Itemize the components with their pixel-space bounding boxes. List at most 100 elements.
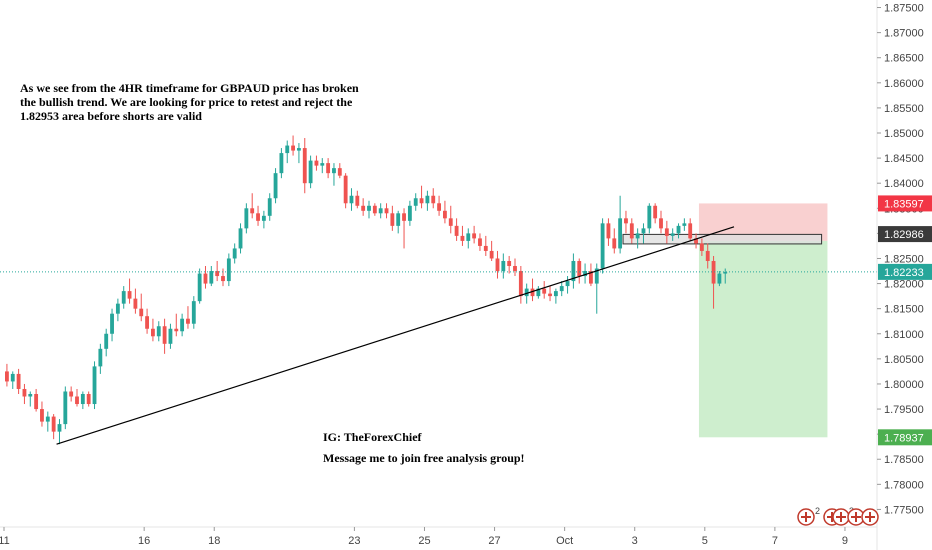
price-badge-label: 1.82233	[884, 267, 924, 279]
candle	[664, 220, 669, 244]
candle-body	[670, 233, 675, 236]
candle-body	[489, 250, 494, 259]
candle-body	[139, 308, 144, 317]
candle	[507, 255, 512, 274]
price-badge-label: 1.82986	[884, 229, 924, 241]
time-tick-label: Oct	[556, 535, 573, 547]
candle-body	[121, 291, 126, 304]
candlestick-series	[5, 135, 728, 445]
candle-body	[664, 228, 669, 236]
price-tick-label: 1.82000	[884, 279, 924, 291]
candle	[75, 388, 79, 407]
candle	[168, 323, 173, 349]
candle-body	[285, 145, 290, 154]
candle	[226, 253, 231, 287]
candle	[279, 148, 284, 179]
candle-body	[16, 373, 21, 389]
candle-body	[267, 198, 272, 216]
event-flags[interactable]: 2 3	[797, 506, 879, 526]
time-axis[interactable]: 11 16 18 23 25 27 Oct 3 5 7 9	[0, 527, 848, 547]
candle-body	[524, 288, 529, 297]
candle-body	[454, 225, 459, 236]
candle	[156, 321, 161, 342]
candle-body	[384, 208, 389, 214]
candle	[495, 250, 500, 279]
candle-body	[589, 271, 593, 284]
time-tick-label: 5	[702, 535, 708, 547]
candle-body	[86, 393, 91, 405]
candle	[635, 228, 640, 249]
candle	[215, 260, 220, 282]
candle	[180, 313, 185, 337]
candle	[548, 286, 552, 302]
time-tick-label: 3	[632, 535, 638, 547]
time-tick-label: 11	[0, 535, 10, 547]
candle	[40, 401, 44, 427]
candle-body	[261, 215, 266, 221]
candle	[688, 218, 693, 241]
candle	[583, 263, 587, 284]
candle	[372, 203, 377, 216]
candle	[659, 210, 663, 234]
candle	[63, 386, 68, 430]
candle-body	[594, 268, 599, 284]
candle-body	[647, 205, 652, 229]
price-badge-box	[878, 263, 932, 280]
candle	[396, 210, 401, 234]
price-tick-label: 1.84500	[884, 153, 924, 165]
candle-body	[337, 168, 342, 176]
price-badge-label: 1.83597	[884, 198, 924, 210]
candle-body	[372, 205, 377, 214]
candle-body	[425, 195, 430, 204]
price-tick-label: 1.85500	[884, 103, 924, 115]
price-tick-label: 1.80500	[884, 354, 924, 366]
candle	[162, 318, 167, 354]
candle-body	[40, 409, 44, 422]
candle-body	[203, 273, 208, 284]
price-badge-box	[878, 195, 932, 212]
candle	[355, 190, 360, 209]
candle	[606, 218, 611, 246]
uk-flag-icon[interactable]	[832, 508, 850, 526]
candle-body	[151, 328, 155, 337]
take-profit-zone	[698, 240, 828, 438]
uk-flag-icon[interactable]	[797, 508, 815, 526]
candle-body	[600, 223, 605, 269]
candle-body	[221, 276, 225, 282]
candle	[431, 188, 436, 209]
candle-body	[51, 416, 56, 432]
candle	[343, 173, 348, 209]
candle	[711, 255, 716, 309]
candle-body	[390, 213, 395, 226]
price-badge-current: 1.82233	[878, 263, 932, 280]
time-tick-label: 16	[138, 535, 150, 547]
candle-body	[355, 195, 360, 206]
candle	[256, 205, 260, 226]
candle-body	[45, 416, 50, 422]
annotation-line-3: 1.82953 area before shorts are valid	[20, 109, 202, 123]
candle	[542, 281, 547, 299]
candle	[571, 253, 576, 289]
candle-body	[326, 163, 331, 174]
candle-body	[413, 198, 418, 206]
candle	[133, 288, 138, 314]
candle-body	[653, 205, 658, 219]
candle	[45, 411, 50, 432]
candle-body	[495, 258, 500, 272]
price-tick-label: 1.84000	[884, 178, 924, 190]
candle-body	[583, 271, 587, 277]
uk-flag-icon[interactable]	[861, 508, 879, 526]
candle	[209, 266, 214, 287]
candle-body	[162, 326, 167, 344]
candle-body	[250, 208, 255, 214]
candle-body	[80, 393, 85, 405]
candle-body	[378, 208, 383, 214]
retest-zone	[622, 233, 823, 245]
ig-handle: IG: TheForexChief	[323, 430, 423, 444]
candle-body	[168, 328, 173, 344]
candle	[699, 238, 704, 256]
time-tick-label: 25	[418, 535, 430, 547]
candle	[92, 361, 97, 410]
candle	[653, 203, 658, 224]
